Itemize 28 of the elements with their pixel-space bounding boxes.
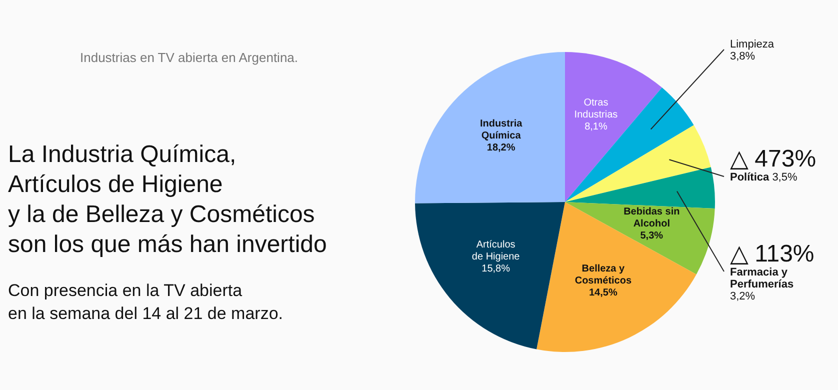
slice-label: Belleza y Cosméticos (574, 263, 632, 286)
pie-slice (536, 202, 696, 352)
pie-slice (565, 167, 715, 209)
slice-label: Industria Química (480, 118, 523, 142)
data-label: 14,5% (589, 287, 618, 298)
pie-slice (565, 202, 715, 274)
pie-slice (565, 52, 662, 202)
data-label: 8,1% (584, 122, 608, 132)
slice-label: Limpieza (730, 38, 775, 50)
slice-label: Artículos de Higiene (472, 240, 520, 263)
pie-slice (415, 52, 565, 204)
text: La Industria Química, Artículos de Higiene y la de Belleza y Cosméticos son los que más han invertido (8, 141, 327, 258)
slice-label: Política (730, 172, 770, 184)
data-label: 3,8% (730, 50, 756, 62)
text: △ 473% (730, 146, 816, 172)
data-label: 5,3% (640, 230, 664, 242)
slice-label: Bebidas sin Alcohol (624, 206, 680, 230)
slice-label: Otras Industrias (574, 98, 618, 120)
pie-slice (415, 202, 565, 350)
slice-label: Farmacia y Perfumerías (730, 266, 794, 290)
data-label: 15,8% (482, 264, 510, 275)
pie-slice (565, 88, 694, 202)
data-label: 18,2% (486, 142, 516, 154)
text: Industrias en TV abierta en Argentina. (80, 50, 298, 65)
text: Con presencia en la TV abierta en la semana del 14 al 21 de marzo. (8, 281, 284, 323)
data-label: 3,2% (730, 290, 756, 302)
text: △ 113% (730, 240, 814, 268)
data-label: 3,5% (772, 172, 798, 184)
